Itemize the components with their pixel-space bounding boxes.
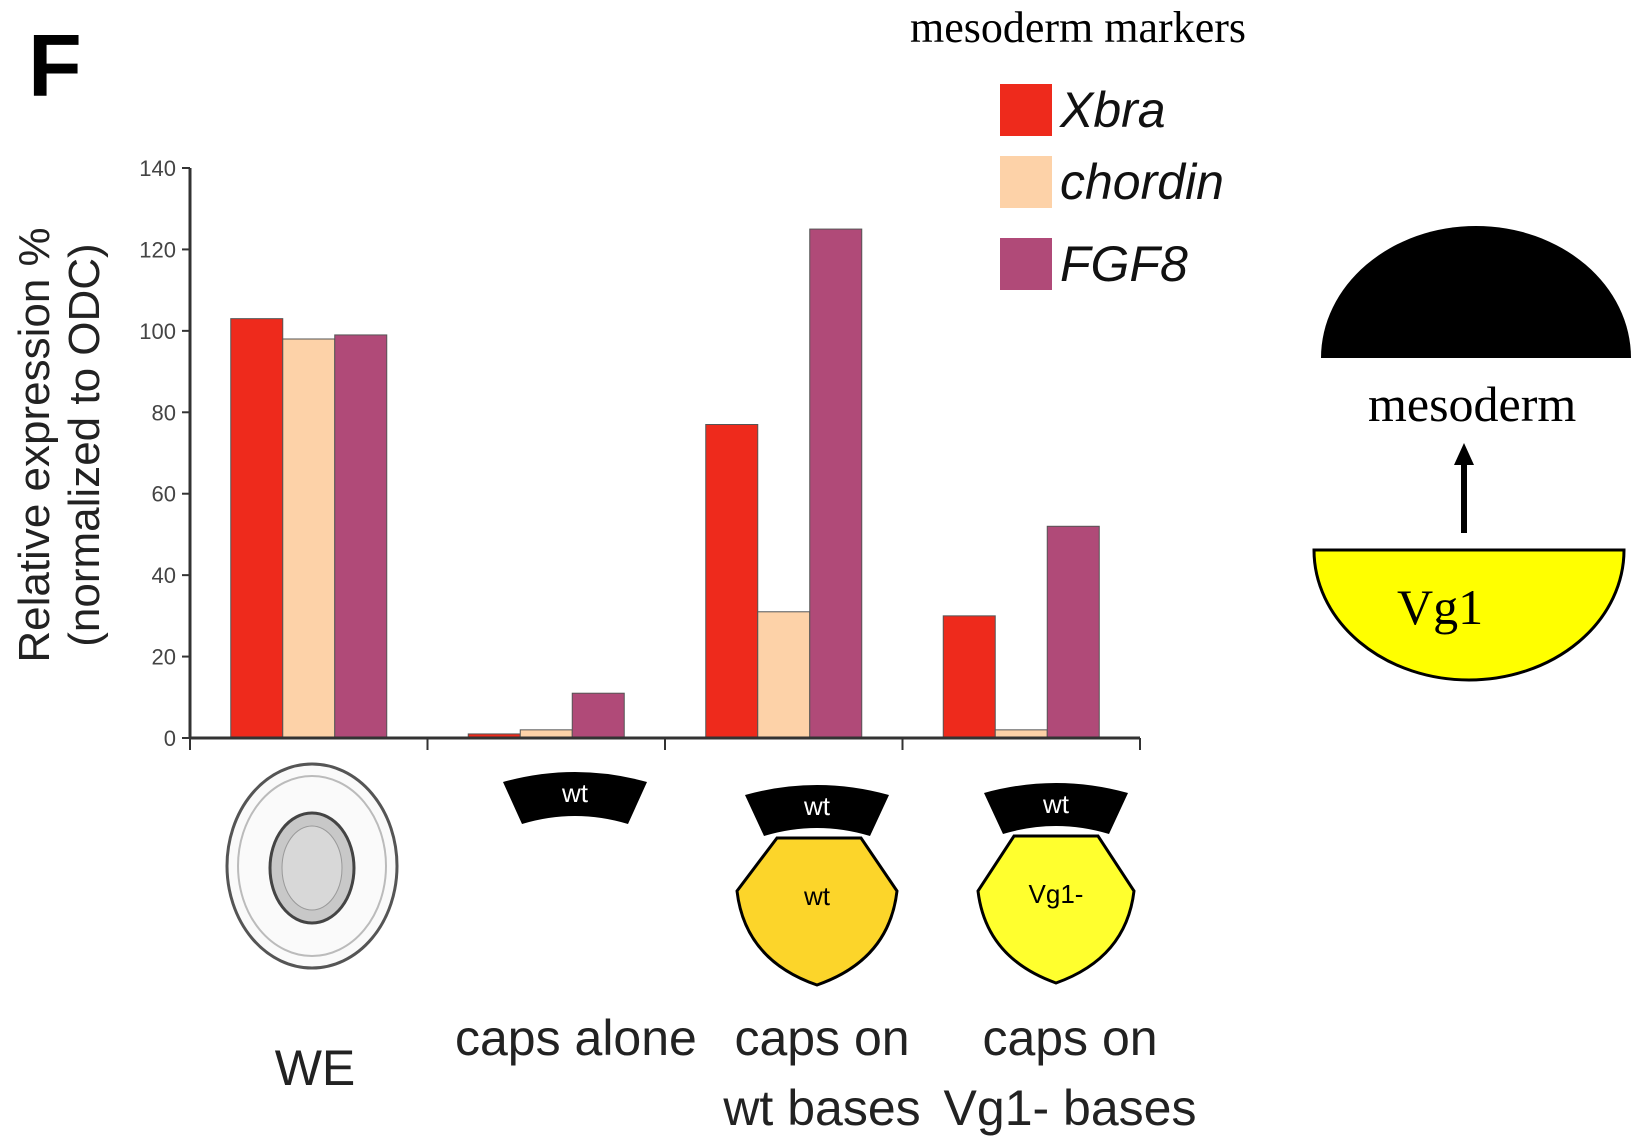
legend-label-xbra: Xbra	[1060, 82, 1166, 138]
embryo-core	[281, 825, 343, 911]
bar-chordin-caps-on-wt-bases	[757, 611, 811, 739]
panel-letter: F	[28, 16, 82, 115]
legend-title: mesoderm markers	[910, 3, 1246, 52]
vg1-base-label: Vg1-	[1029, 879, 1084, 909]
bar-xbra-caps-on-wt-bases	[705, 424, 759, 739]
legend-label-chordin: chordin	[1060, 154, 1224, 210]
y-tick-label-60: 60	[152, 482, 176, 507]
category-label-line: caps on	[734, 1010, 910, 1066]
y-tick-label-20: 20	[152, 645, 176, 670]
bar-fgf8-we	[334, 334, 388, 739]
side-diagram	[1312, 226, 1631, 682]
whole-embryo-drawing	[225, 762, 399, 970]
bar-fgf8-caps-alone	[571, 692, 625, 739]
axis-layer: 0 20 40 60 80 100 120 140	[139, 156, 1141, 751]
category-label-line: caps alone	[455, 1010, 697, 1066]
wt-base-label: wt	[803, 881, 831, 911]
category-label-line: WE	[274, 1040, 356, 1096]
vg1-cap-label: wt	[1042, 789, 1070, 819]
vg1-base-shape	[976, 834, 1136, 985]
category-label-line: Vg1- bases	[943, 1080, 1197, 1136]
category-label-line: wt bases	[723, 1080, 921, 1136]
legend-swatch-xbra	[1000, 84, 1052, 136]
cap-on-wt-base-drawing: wt wt	[735, 785, 899, 987]
side-vg1-label: Vg1	[1397, 579, 1484, 635]
cap-alone-shape	[503, 772, 647, 824]
bar-chordin-we	[282, 338, 336, 739]
category-label-we: WE	[235, 1033, 395, 1103]
y-tick-label-0: 0	[164, 726, 176, 751]
y-tick-label-80: 80	[152, 400, 176, 425]
category-label-caps-on-wt-bases: caps on wt bases	[712, 1003, 932, 1143]
legend-swatch-chordin	[1000, 156, 1052, 208]
bar-xbra-we	[230, 318, 284, 739]
y-tick-label-120: 120	[139, 237, 176, 262]
legend-item-xbra: Xbra	[1000, 80, 1166, 140]
bar-xbra-caps-on-vg1-bases	[942, 615, 996, 739]
legend-item-fgf8: FGF8	[1000, 234, 1188, 294]
y-tick-label-40: 40	[152, 563, 176, 588]
cap-alone-label: wt	[561, 778, 589, 808]
vg1-cap-shape	[984, 783, 1128, 834]
induction-arrow-head	[1454, 443, 1474, 465]
bar-fgf8-caps-on-wt-bases	[809, 228, 863, 739]
y-tick-label-100: 100	[139, 319, 176, 344]
category-label-caps-alone: caps alone	[455, 1003, 697, 1073]
bar-fgf8-caps-on-vg1-bases	[1046, 525, 1100, 739]
wt-cap-shape	[745, 785, 889, 836]
category-label-caps-on-vg1-bases: caps on Vg1- bases	[940, 1003, 1200, 1143]
side-mesoderm-label: mesoderm	[1368, 376, 1577, 432]
mesoderm-cap-shape	[1321, 226, 1631, 358]
wt-cap-label: wt	[803, 791, 831, 821]
legend-swatch-fgf8	[1000, 238, 1052, 290]
legend-label-fgf8: FGF8	[1060, 236, 1188, 292]
category-label-line: caps on	[982, 1010, 1158, 1066]
legend-item-chordin: chordin	[1000, 152, 1224, 212]
cap-on-vg1-base-drawing: wt Vg1-	[976, 783, 1136, 985]
embryo-inner-ring	[237, 775, 387, 957]
vg1-base-schematic	[1312, 548, 1626, 682]
wt-base-shape	[735, 836, 899, 987]
y-tick-label-140: 140	[139, 156, 176, 181]
cap-alone-drawing: wt	[503, 772, 647, 824]
bars-layer	[230, 228, 1100, 739]
